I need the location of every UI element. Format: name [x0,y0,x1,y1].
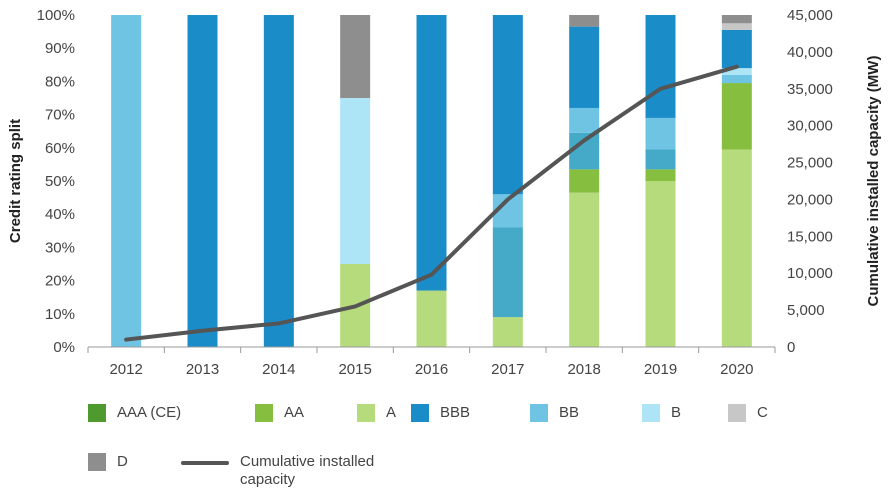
legend-label: Cumulative installed capacity [240,453,375,488]
legend-color-swatch [357,404,375,422]
x-tick-label: 2014 [262,361,295,378]
y2-tick-label: 5,000 [787,302,825,319]
legend-item: D [88,453,128,471]
bar-segment-2020-2 [721,83,752,150]
legend-label: BBB [440,404,471,421]
bar-segment-2017-3 [492,227,523,318]
bar-segment-2019-6 [645,15,676,118]
legend-item: Cumulative installed capacity [181,453,374,489]
bar-segment-2013-6 [187,15,218,347]
y-tick-label: 100% [37,7,75,24]
bar-segment-2012-4 [111,15,142,347]
legend-label: B [671,404,682,421]
legend-item: B [642,404,681,422]
y-tick-label: 30% [45,239,75,256]
y-tick-label: 60% [45,140,75,157]
x-tick-label: 2012 [109,361,142,378]
chart-legend: AAA (CE) AA A BBB BB B C D Cumulative installed … [88,404,888,494]
y-axis-title: Credit rating split [7,119,24,243]
bar-segment-2019-1 [645,181,676,347]
cumulative-capacity-line [124,64,739,342]
y2-tick-label: 45,000 [787,7,833,24]
y-tick-label: 20% [45,273,75,290]
bar-segment-2015-5 [340,98,371,264]
legend-color-swatch [88,404,106,422]
chart-area: 2012 2013 2014 2015 2016 2017 2018 2019 2020 0% 10… [7,7,882,378]
bar-segment-2016-6 [416,15,447,291]
legend-color-swatch [530,404,548,422]
legend-item: AA [255,404,304,422]
bar-segment-2018-4 [569,107,600,133]
bar-segment-2020-8 [721,15,752,24]
x-tick-label: 2017 [491,361,524,378]
legend-color-swatch [642,404,660,422]
y2-tick-label: 35,000 [787,81,833,98]
legend-label: C [757,404,768,421]
bar-segment-2019-3 [645,149,676,170]
bar-segment-2020-4 [721,74,752,84]
x-tick-label: 2016 [415,361,448,378]
bar-segment-2020-6 [721,29,752,69]
legend-label: AA [284,404,305,421]
bar-segment-2018-6 [569,26,600,108]
y2-tick-label: 10,000 [787,265,833,282]
legend-item: A [357,404,396,422]
bar-segment-2020-5 [721,68,752,75]
bar-segment-2019-4 [645,117,676,150]
y2-tick-label: 25,000 [787,155,833,172]
bar-segment-2017-1 [492,317,523,347]
y-tick-label: 40% [45,206,75,223]
x-tick-label: 2019 [644,361,677,378]
y2-tick-label: 20,000 [787,191,833,208]
y2-tick-label: 30,000 [787,118,833,135]
legend-color-swatch [728,404,746,422]
y-tick-label: 10% [45,306,75,323]
y-tick-label: 50% [45,173,75,190]
legend-color-swatch [88,453,106,471]
legend-item: BBB [411,404,470,422]
bar-segment-2018-8 [569,15,600,27]
y2-tick-label: 0 [787,339,795,356]
legend-item: C [728,404,768,422]
y2-axis-title: Cumulative installed capacity (MW) [865,56,882,307]
legend-label: A [386,404,397,421]
bar-segment-2019-2 [645,169,676,181]
bar-segment-2018-2 [569,169,600,193]
x-tick-label: 2015 [338,361,371,378]
legend-label: D [117,453,128,470]
bar-segment-2020-7 [721,23,752,30]
bar-segment-2014-6 [263,15,294,347]
bar-segment-2020-1 [721,149,752,347]
bar-segment-2016-1 [416,290,447,347]
legend-item: AAA (CE) [88,404,181,422]
bar-segment-2015-8 [340,15,371,98]
chart-svg: 2012 2013 2014 2015 2016 2017 2018 2019 2020 0% 10… [7,7,882,378]
legend-color-swatch [411,404,429,422]
legend-line-swatch [181,461,229,465]
bar-segment-2018-1 [569,192,600,347]
y-tick-label: 80% [45,73,75,90]
x-tick-label: 2020 [720,361,753,378]
y-tick-label: 90% [45,40,75,57]
x-tick-label: 2013 [186,361,219,378]
y2-tick-label: 15,000 [787,228,833,245]
legend-label: AAA (CE) [117,404,182,421]
y-tick-label: 70% [45,107,75,124]
x-tick-label: 2018 [567,361,600,378]
legend-label: BB [559,404,580,421]
legend-item: BB [530,404,579,422]
y-tick-label: 0% [53,339,75,356]
bar-segment-2017-6 [492,15,523,195]
y2-tick-label: 40,000 [787,44,833,61]
legend-color-swatch [255,404,273,422]
